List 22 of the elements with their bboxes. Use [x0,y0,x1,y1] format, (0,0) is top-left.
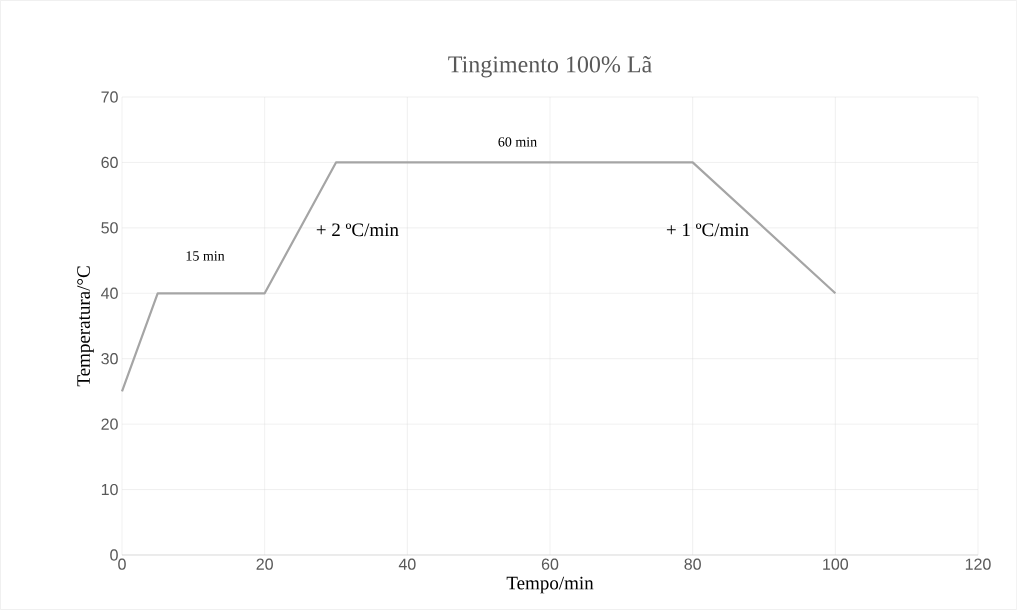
annotation: + 1 ºC/min [666,223,749,237]
x-axis-title: Tempo/min [506,576,594,594]
x-tick-label: 40 [398,558,416,570]
y-tick-label: 20 [101,418,118,430]
y-axis-title: Temperatura/°C [77,266,94,387]
x-tick-label: 80 [684,558,701,570]
y-tick-label: 0 [110,549,118,561]
chart-title: Tingimento 100% Lã [448,56,652,78]
y-tick-label: 60 [101,156,118,169]
y-tick-label: 70 [101,91,118,103]
x-tick-label: 100 [823,558,849,570]
annotation: 60 min [498,137,537,147]
x-tick-label: 120 [965,558,991,570]
y-tick-label: 40 [101,287,118,299]
x-tick-label: 0 [118,558,126,570]
annotation: 15 min [186,251,225,261]
annotation: + 2 ºC/min [316,223,399,237]
y-tick-label: 30 [101,353,118,365]
x-tick-label: 20 [256,558,273,570]
y-tick-label: 10 [101,483,118,496]
x-tick-label: 60 [541,558,559,570]
y-tick-label: 50 [101,222,118,234]
